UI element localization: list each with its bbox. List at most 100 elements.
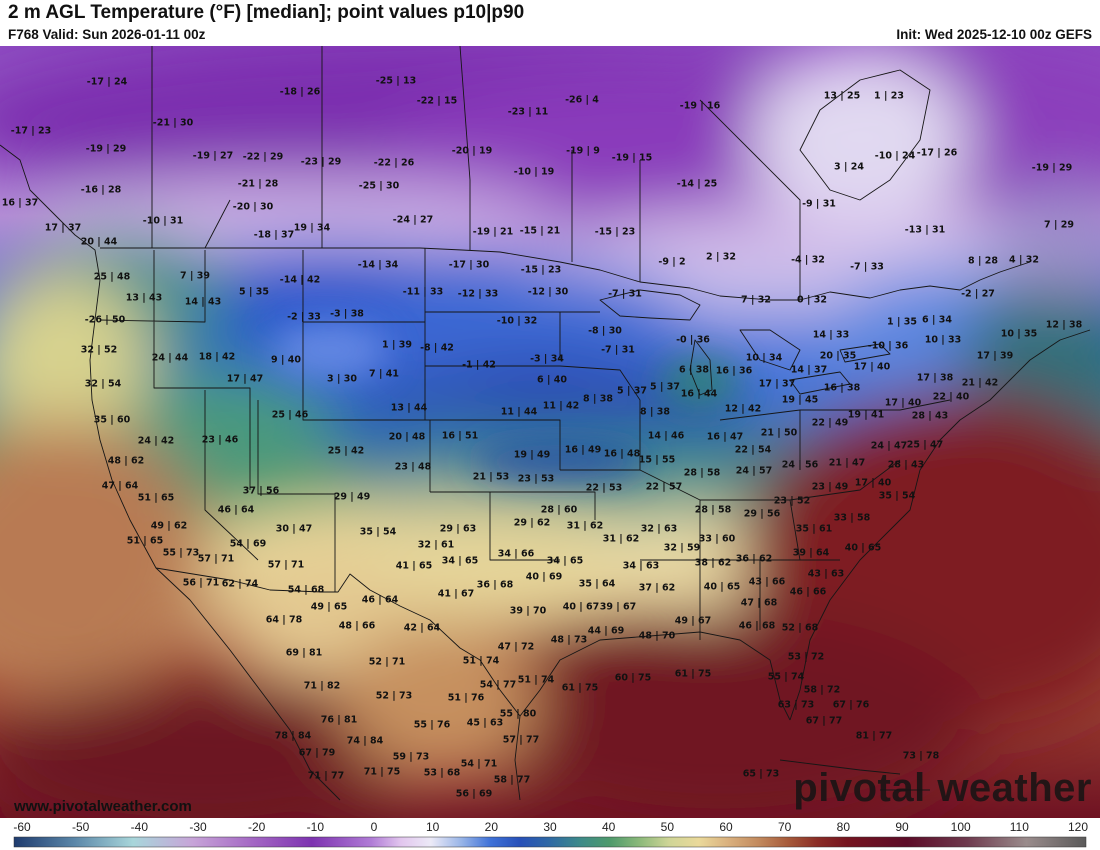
point-value-label: 3 | 30 [327,374,357,385]
point-values: -17 | 24 -25 | 13-22 | 15 -26 | 4 -18 | 26 -… [2,76,1083,800]
point-value-label: 33 | 58 [834,513,871,524]
legend-tick-label: -20 [248,820,266,834]
point-value-label: 32 | 52 [81,345,118,356]
legend-colorbar [13,836,1087,848]
point-value-label: 31 | 62 [567,521,604,532]
point-value-label: -25 | 30 [359,181,400,192]
legend-tick-label: 40 [602,820,616,834]
point-value-label: 23 | 53 [518,474,555,485]
point-value-label: 40 | 65 [845,543,882,554]
point-value-label: 25 | 46 [272,410,309,421]
temperature-field [0,46,1100,818]
point-value-label: 36 | 62 [736,554,773,565]
point-value-label: 39 | 67 [600,602,637,613]
point-value-label: 67 | 77 [806,716,843,727]
point-value-label: 32 | 61 [418,540,455,551]
point-value-label: 47 | 68 [741,598,778,609]
header: 2 m AGL Temperature (°F) [median]; point… [0,0,1100,46]
point-value-label: 58 | 77 [494,775,531,786]
point-value-label: 17 | 47 [227,374,264,385]
point-value-label: 48 | 66 [339,621,376,632]
point-value-label: -7 | 31 [601,345,635,356]
legend-tick-label: -30 [189,820,207,834]
legend-tick-label: 50 [661,820,675,834]
point-value-label: -2 | 27 [961,289,995,300]
point-value-label: 28 | 58 [695,505,732,516]
point-value-label: 19 | 41 [848,410,885,421]
point-value-label: 14 | 33 [813,330,850,341]
point-value-label: 67 | 76 [833,700,870,711]
website-link[interactable]: www.pivotalweather.com [14,798,192,815]
point-value-label: -0 | 36 [676,335,710,346]
point-value-label: 37 | 62 [639,583,676,594]
point-value-label: -25 | 13 [376,76,416,87]
point-value-label: 52 | 73 [376,691,413,702]
point-value-label: 9 | 40 [271,355,301,366]
point-value-label: -7 | 31 [608,289,642,300]
legend-tick-label: 80 [837,820,851,834]
point-value-label: -3 | 38 [330,309,364,320]
point-value-label: 29 | 63 [440,524,477,535]
point-value-label: 32 | 63 [641,524,678,535]
point-value-label: -13 | 31 [905,225,945,236]
legend-tick-label: 20 [485,820,499,834]
point-value-label: 23 | 52 [774,496,811,507]
point-value-label: 17 | 37 [45,223,82,234]
point-value-label: -7 | 33 [850,262,884,273]
point-value-label: -14 | 34 [358,260,399,271]
point-value-label: 39 | 70 [510,606,547,617]
point-value-label: 33 | 60 [699,534,736,545]
point-value-label: -18 | 26 [280,87,321,98]
point-value-label: -10 | 36 [868,341,909,352]
point-value-label: 13 | 25 [824,91,861,102]
point-value-label: 6 | 38 [679,365,709,376]
point-value-label: 40 | 69 [526,572,563,583]
point-value-label: 43 | 66 [749,577,786,588]
point-value-label: 65 | 73 [743,769,780,780]
temperature-map[interactable]: -17 | 24 -25 | 13-22 | 15 -26 | 4 -18 | 26 -… [0,46,1100,818]
point-value-label: 18 | 42 [199,352,236,363]
point-value-label: 57 | 71 [268,560,305,571]
point-value-label: 6 | 34 [922,315,952,326]
point-value-label: 35 | 60 [94,415,131,426]
point-value-label: 20 | 48 [389,432,426,443]
point-value-label: 16 | 38 [824,383,861,394]
point-value-label: 15 | 55 [639,455,676,466]
point-value-label: 44 | 69 [588,626,625,637]
point-value-label: 17 | 37 [759,379,796,390]
point-value-label: 29 | 56 [744,509,781,520]
point-value-label: 13 | 44 [391,403,428,414]
point-value-label: 21 | 42 [962,378,999,389]
point-value-label: -9 | 2 [658,257,685,268]
point-value-label: 11 | 42 [543,401,580,412]
point-value-label: -18 | 37 [254,230,294,241]
color-legend: -60 -50 -40 -30 -20 -10 0 10 20 30 40 50 60 70 80 90 100… [0,818,1100,850]
point-value-label: -26 | 50 [85,315,126,326]
point-value-label: -11 | 33 [403,287,443,298]
point-value-label: -20 | 19 [452,146,492,157]
point-value-label: 67 | 79 [299,748,336,759]
point-value-label: 12 | 38 [1046,320,1083,331]
us-mexico-border [155,567,521,717]
point-value-label: 34 | 66 [498,549,535,560]
us-states-east [640,399,951,640]
point-value-label: -14 | 25 [677,179,717,190]
point-value-label: 0 | 32 [797,295,827,306]
point-value-label: 25 | 42 [328,446,365,457]
point-value-label: 64 | 78 [266,615,303,626]
point-value-label: 5 | 35 [239,287,269,298]
point-value-label: -1 | 42 [462,360,496,371]
point-value-label: -8 | 30 [588,326,622,337]
point-value-label: -23 | 29 [301,157,341,168]
point-value-label: 54 | 69 [230,539,267,550]
point-value-label: -21 | 28 [238,179,279,190]
point-value-label: -17 | 30 [449,260,490,271]
point-value-label: 20 | 44 [81,237,118,248]
point-value-label: -2 | 33 [287,312,321,323]
point-value-label: 4 | 32 [1009,255,1039,266]
point-value-label: 47 | 72 [498,642,535,653]
point-value-label: 8 | 38 [583,394,613,405]
point-value-label: 51 | 74 [463,656,500,667]
point-value-label: -10 | 24 [875,151,916,162]
legend-tick-label: 100 [951,820,971,834]
